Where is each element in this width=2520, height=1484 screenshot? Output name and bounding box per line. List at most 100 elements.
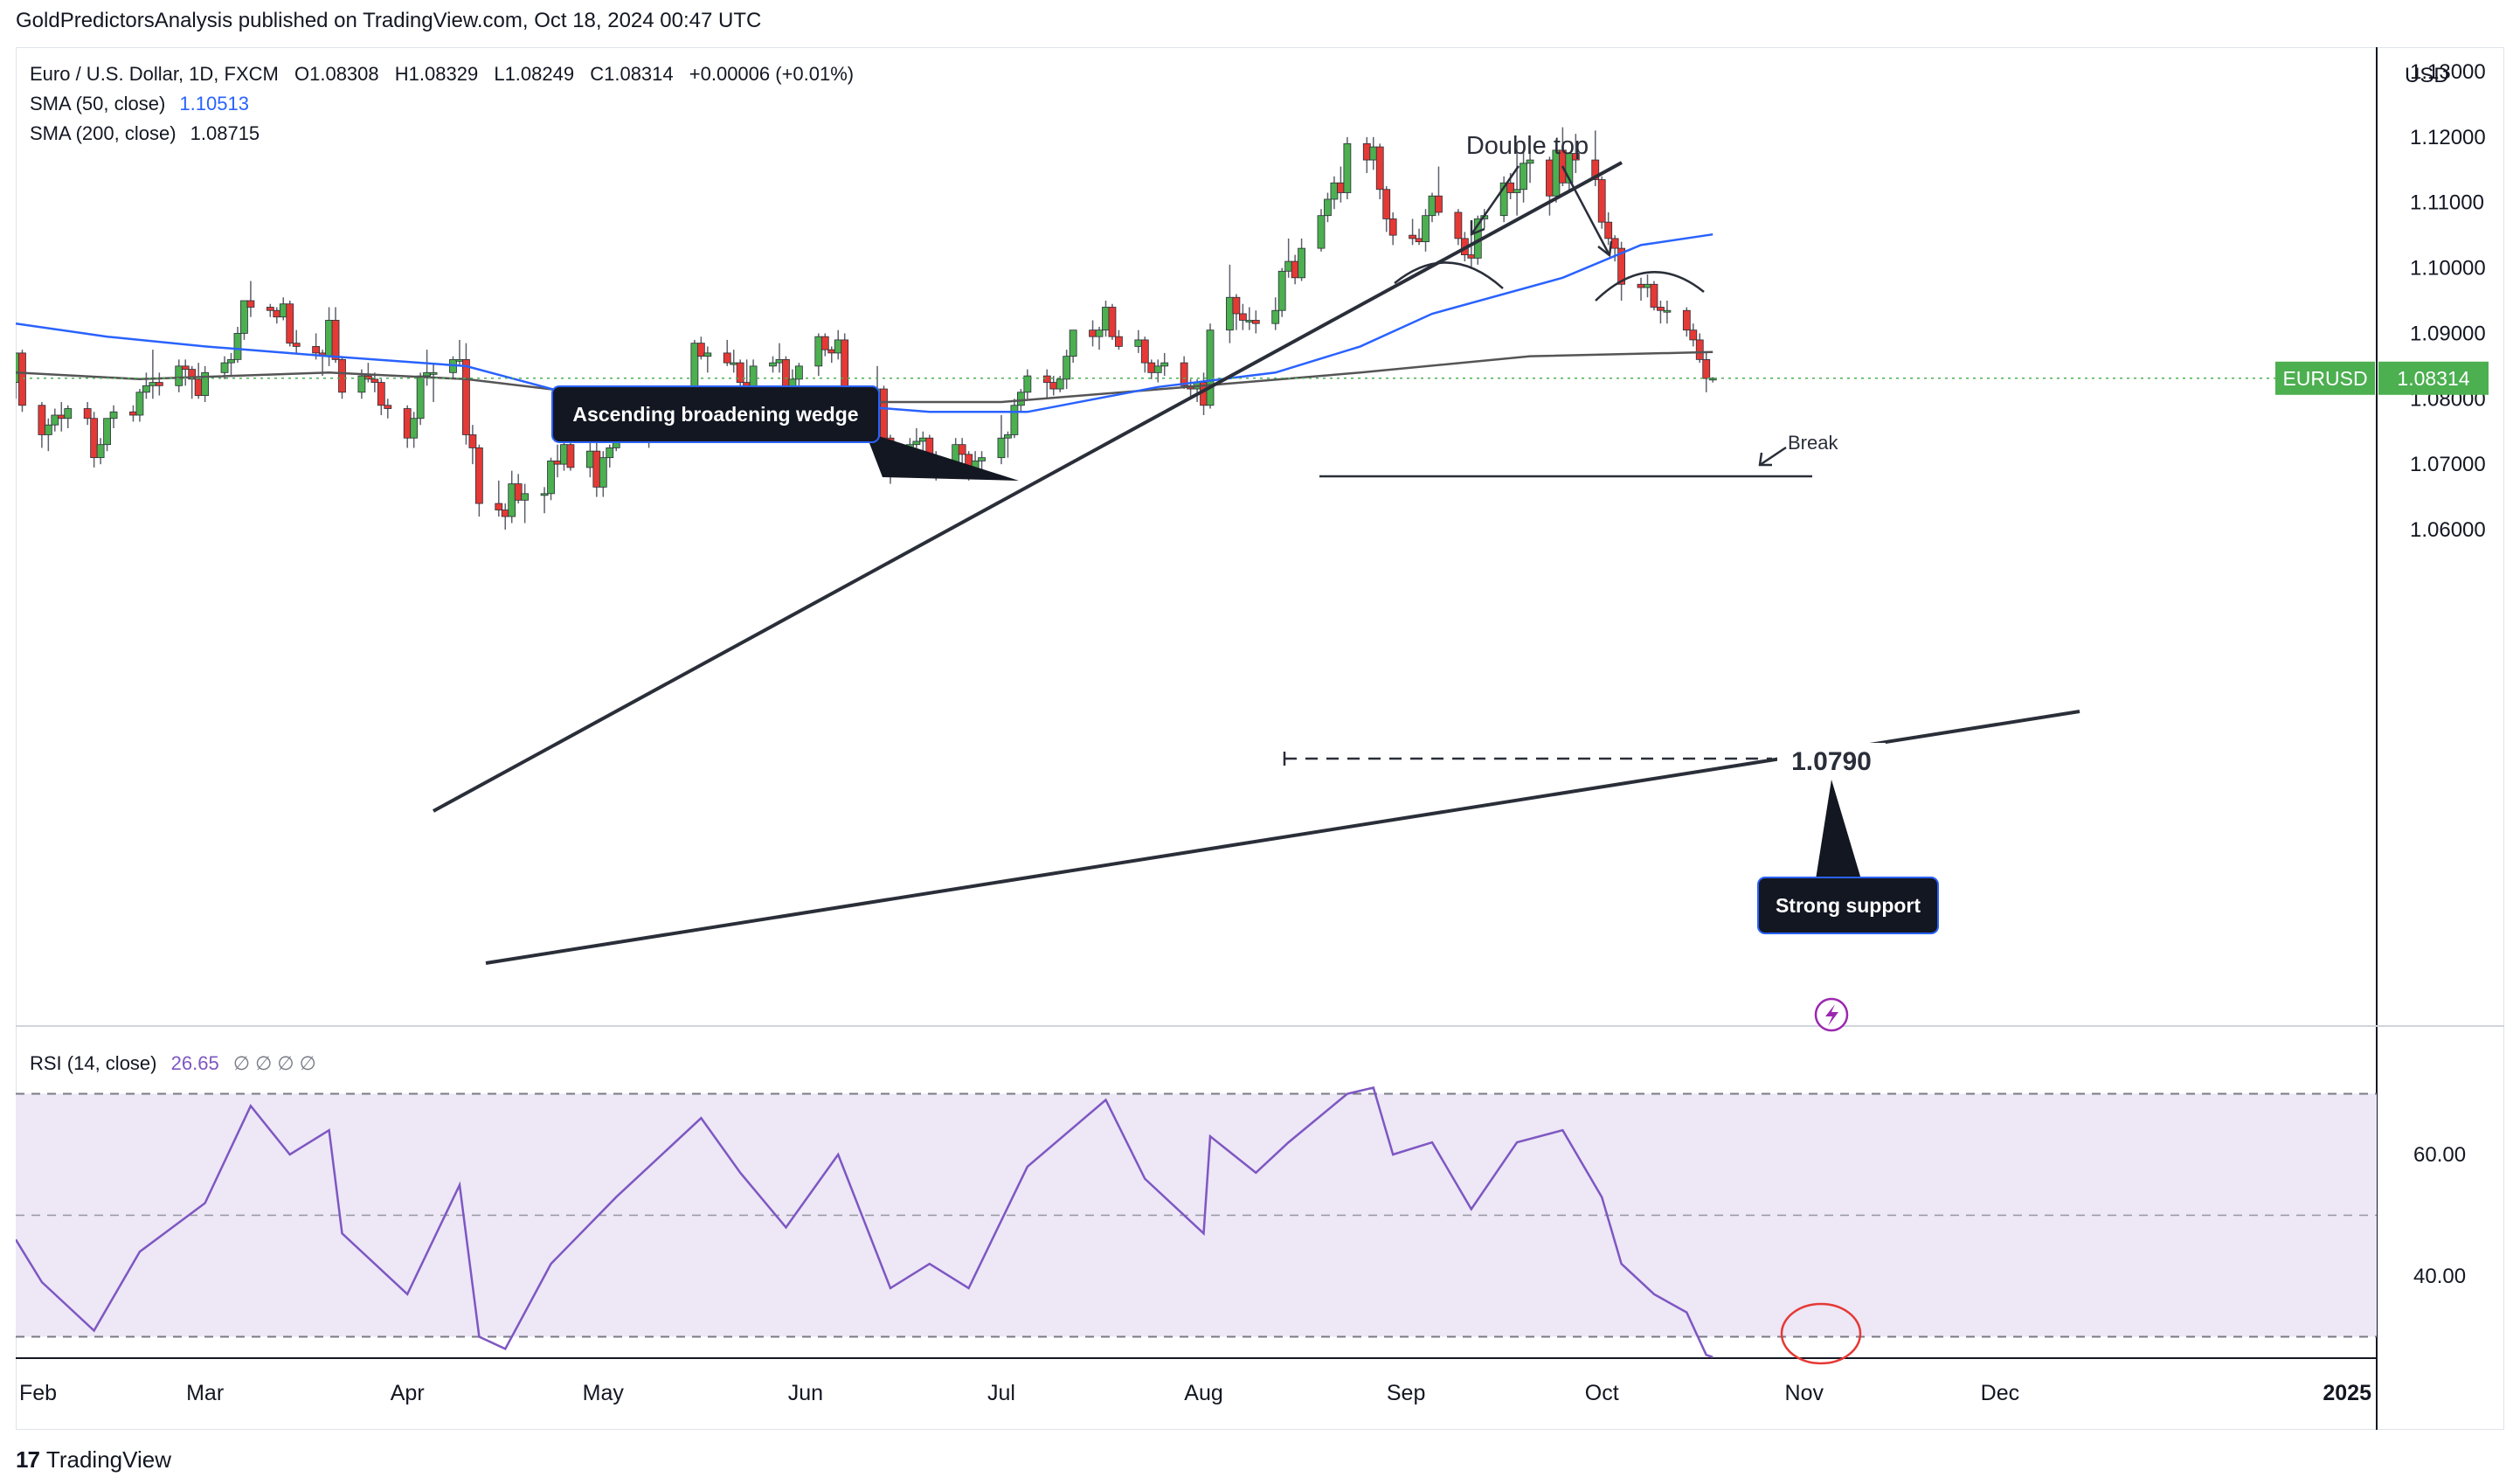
legend-sma50-value: 1.10513 bbox=[179, 93, 249, 114]
candle-body bbox=[90, 418, 99, 459]
candle-body bbox=[1004, 434, 1012, 439]
time-tick-label: Aug bbox=[1184, 1381, 1222, 1405]
candle-body bbox=[795, 365, 803, 380]
rsi-line bbox=[14, 1086, 1713, 1358]
price-tick-label: 1.10000 bbox=[2410, 257, 2486, 281]
candle-body bbox=[1695, 339, 1704, 360]
candle-body bbox=[220, 362, 229, 373]
candle-body bbox=[1375, 146, 1384, 191]
candle-body bbox=[1102, 307, 1110, 331]
candle-body bbox=[410, 418, 419, 439]
candle-body bbox=[958, 444, 966, 455]
candle-body bbox=[1343, 142, 1352, 193]
time-tick-label: Nov bbox=[1785, 1381, 1824, 1405]
candle-body bbox=[194, 378, 203, 396]
candle-body bbox=[363, 375, 372, 380]
candle-body bbox=[1369, 146, 1378, 161]
candle-body bbox=[1591, 159, 1600, 180]
price-tick-label: 1.12000 bbox=[2410, 126, 2486, 149]
candle-body bbox=[279, 303, 287, 318]
candle-body bbox=[227, 358, 235, 364]
candle-body bbox=[1277, 270, 1286, 311]
candle-body bbox=[416, 375, 425, 420]
candle-body bbox=[1428, 195, 1437, 217]
candle-body bbox=[997, 437, 1006, 459]
candle-body bbox=[495, 503, 503, 510]
break-arrow bbox=[1759, 446, 1787, 467]
symbol-badge bbox=[2275, 361, 2375, 395]
candle-body bbox=[468, 434, 477, 448]
candle-body bbox=[181, 365, 190, 371]
candle-body bbox=[83, 408, 92, 420]
candle-body bbox=[142, 385, 150, 393]
break-arrowhead bbox=[1758, 452, 1772, 467]
double-top-arrow-right bbox=[1561, 165, 1611, 256]
double-top-label: Double top bbox=[1466, 132, 1589, 160]
candle-body bbox=[188, 369, 197, 380]
candle-body bbox=[1682, 309, 1691, 331]
candle-body bbox=[312, 345, 321, 354]
candle-body bbox=[547, 460, 555, 495]
currency-label[interactable]: USD bbox=[2405, 64, 2449, 87]
first-top-arc bbox=[1394, 261, 1504, 289]
candle-body bbox=[370, 378, 379, 383]
candle-body bbox=[1571, 153, 1580, 161]
candle-body bbox=[560, 444, 568, 465]
candle-body bbox=[606, 447, 614, 459]
candle-body bbox=[1644, 283, 1651, 288]
publisher-header: GoldPredictorsAnalysis published on Trad… bbox=[16, 9, 762, 32]
candle-body bbox=[1637, 283, 1645, 288]
candle-body bbox=[266, 307, 274, 311]
candle-body bbox=[501, 510, 509, 517]
candle-body bbox=[462, 358, 470, 435]
candle-body bbox=[429, 371, 438, 375]
wedge-callout-text: Ascending broadening wedge bbox=[572, 403, 858, 426]
candle-body bbox=[834, 339, 842, 354]
symbol-badge-text: EURUSD bbox=[2282, 367, 2367, 390]
candle-body bbox=[1089, 329, 1097, 337]
candle-body bbox=[44, 424, 52, 435]
candle-body bbox=[696, 343, 705, 357]
rsi-legend-row: RSI (14, close) 26.65 ∅ ∅ ∅ ∅ bbox=[30, 1052, 316, 1074]
double-top-arrowhead-left bbox=[1470, 220, 1485, 236]
price-tick-label: 1.07000 bbox=[2410, 453, 2486, 476]
candle-body bbox=[175, 365, 183, 386]
candle-body bbox=[129, 411, 137, 416]
wedge-callout-box[interactable] bbox=[551, 385, 880, 443]
time-tick-label: Apr bbox=[391, 1381, 425, 1405]
candle-body bbox=[403, 408, 412, 439]
candle-body bbox=[1251, 320, 1260, 324]
candle-body bbox=[1180, 362, 1188, 386]
chart-svg[interactable]: Double top Break 1.0790 Ascending broade… bbox=[11, 46, 2505, 1431]
candle-body bbox=[1226, 296, 1234, 331]
candle-body bbox=[377, 382, 385, 406]
candle-body bbox=[1388, 218, 1397, 236]
candle-body bbox=[1604, 221, 1613, 239]
candle-body bbox=[1435, 195, 1443, 213]
candle-body bbox=[1467, 254, 1476, 259]
candle-body bbox=[273, 309, 281, 318]
wedge-upper-trendline[interactable] bbox=[433, 161, 1623, 813]
candle-body bbox=[1597, 179, 1606, 223]
candle-body bbox=[1016, 392, 1025, 406]
legend-low-label: L bbox=[494, 63, 504, 85]
candle-body bbox=[1056, 378, 1064, 390]
candle-body bbox=[103, 418, 111, 446]
candle-body bbox=[1095, 329, 1104, 337]
tradingview-footer[interactable]: 17 TradingView bbox=[16, 1442, 171, 1477]
candle-body bbox=[1238, 313, 1247, 321]
legend-sma200-row: SMA (200, close) 1.08715 bbox=[30, 122, 260, 144]
candle-body bbox=[827, 349, 836, 354]
candle-body bbox=[1513, 189, 1521, 193]
support-callout-pointer bbox=[1816, 780, 1861, 879]
legend-symbol-row: Euro / U.S. Dollar, 1D, FXCM O1.08308 H1… bbox=[30, 63, 854, 85]
chart-frame[interactable]: Double top Break 1.0790 Ascending broade… bbox=[11, 46, 2505, 1431]
candle-body bbox=[1702, 358, 1711, 379]
time-tick-label: Oct bbox=[1585, 1381, 1619, 1405]
legend-high-label: H bbox=[395, 63, 409, 85]
candle-body bbox=[331, 320, 340, 360]
candle-body bbox=[1147, 362, 1156, 373]
support-callout-box[interactable] bbox=[1757, 877, 1939, 934]
price-ticks: 1.130001.120001.110001.100001.090001.080… bbox=[2410, 60, 2486, 542]
candle-body bbox=[201, 371, 210, 396]
